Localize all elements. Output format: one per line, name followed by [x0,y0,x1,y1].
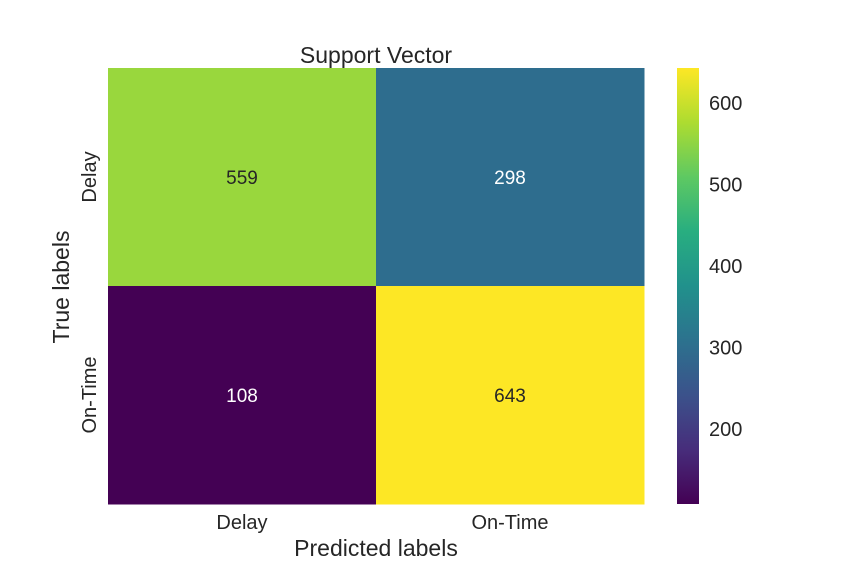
colorbar [677,68,699,504]
heatmap-cell [108,286,377,505]
colorbar-tick-label: 200 [709,419,742,441]
heatmap-cell [108,68,377,287]
colorbar-tick-label: 300 [709,338,742,360]
chart-title: Support Vector [300,42,452,68]
heatmap-cells [108,68,645,505]
x-axis-label: Predicted labels [294,535,458,561]
y-tick-labels: Delay On-Time [79,151,101,433]
y-axis-label: True labels [48,231,74,344]
cell-value-label: 298 [494,168,526,189]
x-tick-labels: Delay On-Time [216,512,548,534]
colorbar-tick-label: 500 [709,175,742,197]
cell-value-label: 108 [226,386,258,407]
colorbar-tick-labels: 200 300 400 500 600 [709,93,742,441]
x-tick-label: Delay [216,512,267,534]
colorbar-tick-label: 600 [709,93,742,115]
cell-value-label: 643 [494,386,526,407]
cell-value-label: 559 [226,168,258,189]
heatmap-cell [376,286,645,505]
colorbar-tick-label: 400 [709,256,742,278]
heatmap-annotations: 559 298 108 643 [226,168,526,407]
x-tick-label: On-Time [471,512,548,534]
heatmap-cell [376,68,645,287]
y-tick-label: On-Time [79,356,101,433]
y-tick-label: Delay [79,151,101,202]
